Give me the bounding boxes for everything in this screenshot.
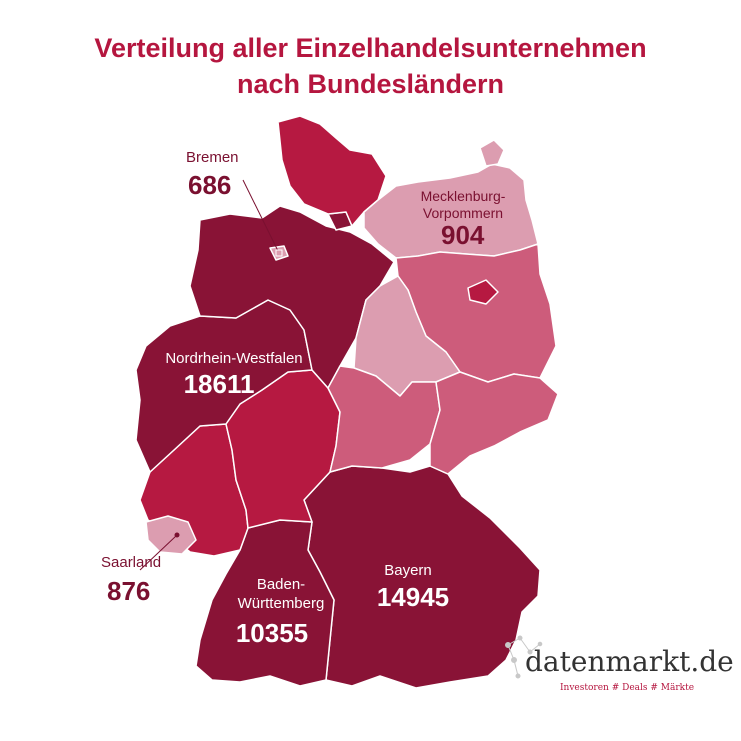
state-saarland[interactable] — [145, 515, 197, 555]
bw-name-line-2: Württemberg — [237, 595, 325, 612]
state-thueringen[interactable] — [327, 365, 441, 473]
bw-name-line-1: Baden- — [256, 576, 306, 593]
bremen-value: 686 — [188, 170, 232, 200]
saarland-marker — [174, 532, 180, 538]
mv-name: Mecklenburg- Vorpommern — [408, 188, 518, 222]
state-sachsen[interactable] — [429, 371, 559, 475]
bw-name: Baden- Württemberg — [226, 575, 336, 613]
bw-value: 10355 — [235, 618, 309, 648]
mv-value: 904 — [441, 220, 485, 250]
state-berlin[interactable] — [467, 279, 499, 305]
saarland-leader-line — [139, 535, 177, 571]
saarland-name: Saarland — [101, 554, 162, 571]
network-icon — [505, 635, 543, 679]
bremen-name: Bremen — [186, 149, 239, 166]
logo-name: datenmarkt.de — [525, 645, 734, 678]
island-ruegen — [479, 139, 505, 167]
title-line-2: nach Bundesländern — [236, 69, 505, 99]
bremen-marker — [275, 249, 283, 257]
mv-name-line-1: Mecklenburg- — [420, 188, 506, 204]
saarland-value: 876 — [107, 576, 151, 606]
bremen-leader-line — [242, 179, 280, 254]
map-title: Verteilung aller Einzelhandelsunternehme… — [0, 30, 741, 102]
nrw-name: Nordrhein-Westfalen — [165, 350, 303, 367]
mv-name-line-2: Vorpommern — [422, 205, 504, 221]
nrw-value: 18611 — [183, 369, 255, 399]
bayern-value: 14945 — [376, 582, 450, 612]
bayern-name: Bayern — [384, 562, 432, 579]
state-baden-wuerttemberg[interactable] — [195, 519, 335, 687]
logo-tagline: Investoren # Deals # Märkte — [560, 683, 695, 693]
title-line-1: Verteilung aller Einzelhandelsunternehme… — [94, 33, 647, 63]
